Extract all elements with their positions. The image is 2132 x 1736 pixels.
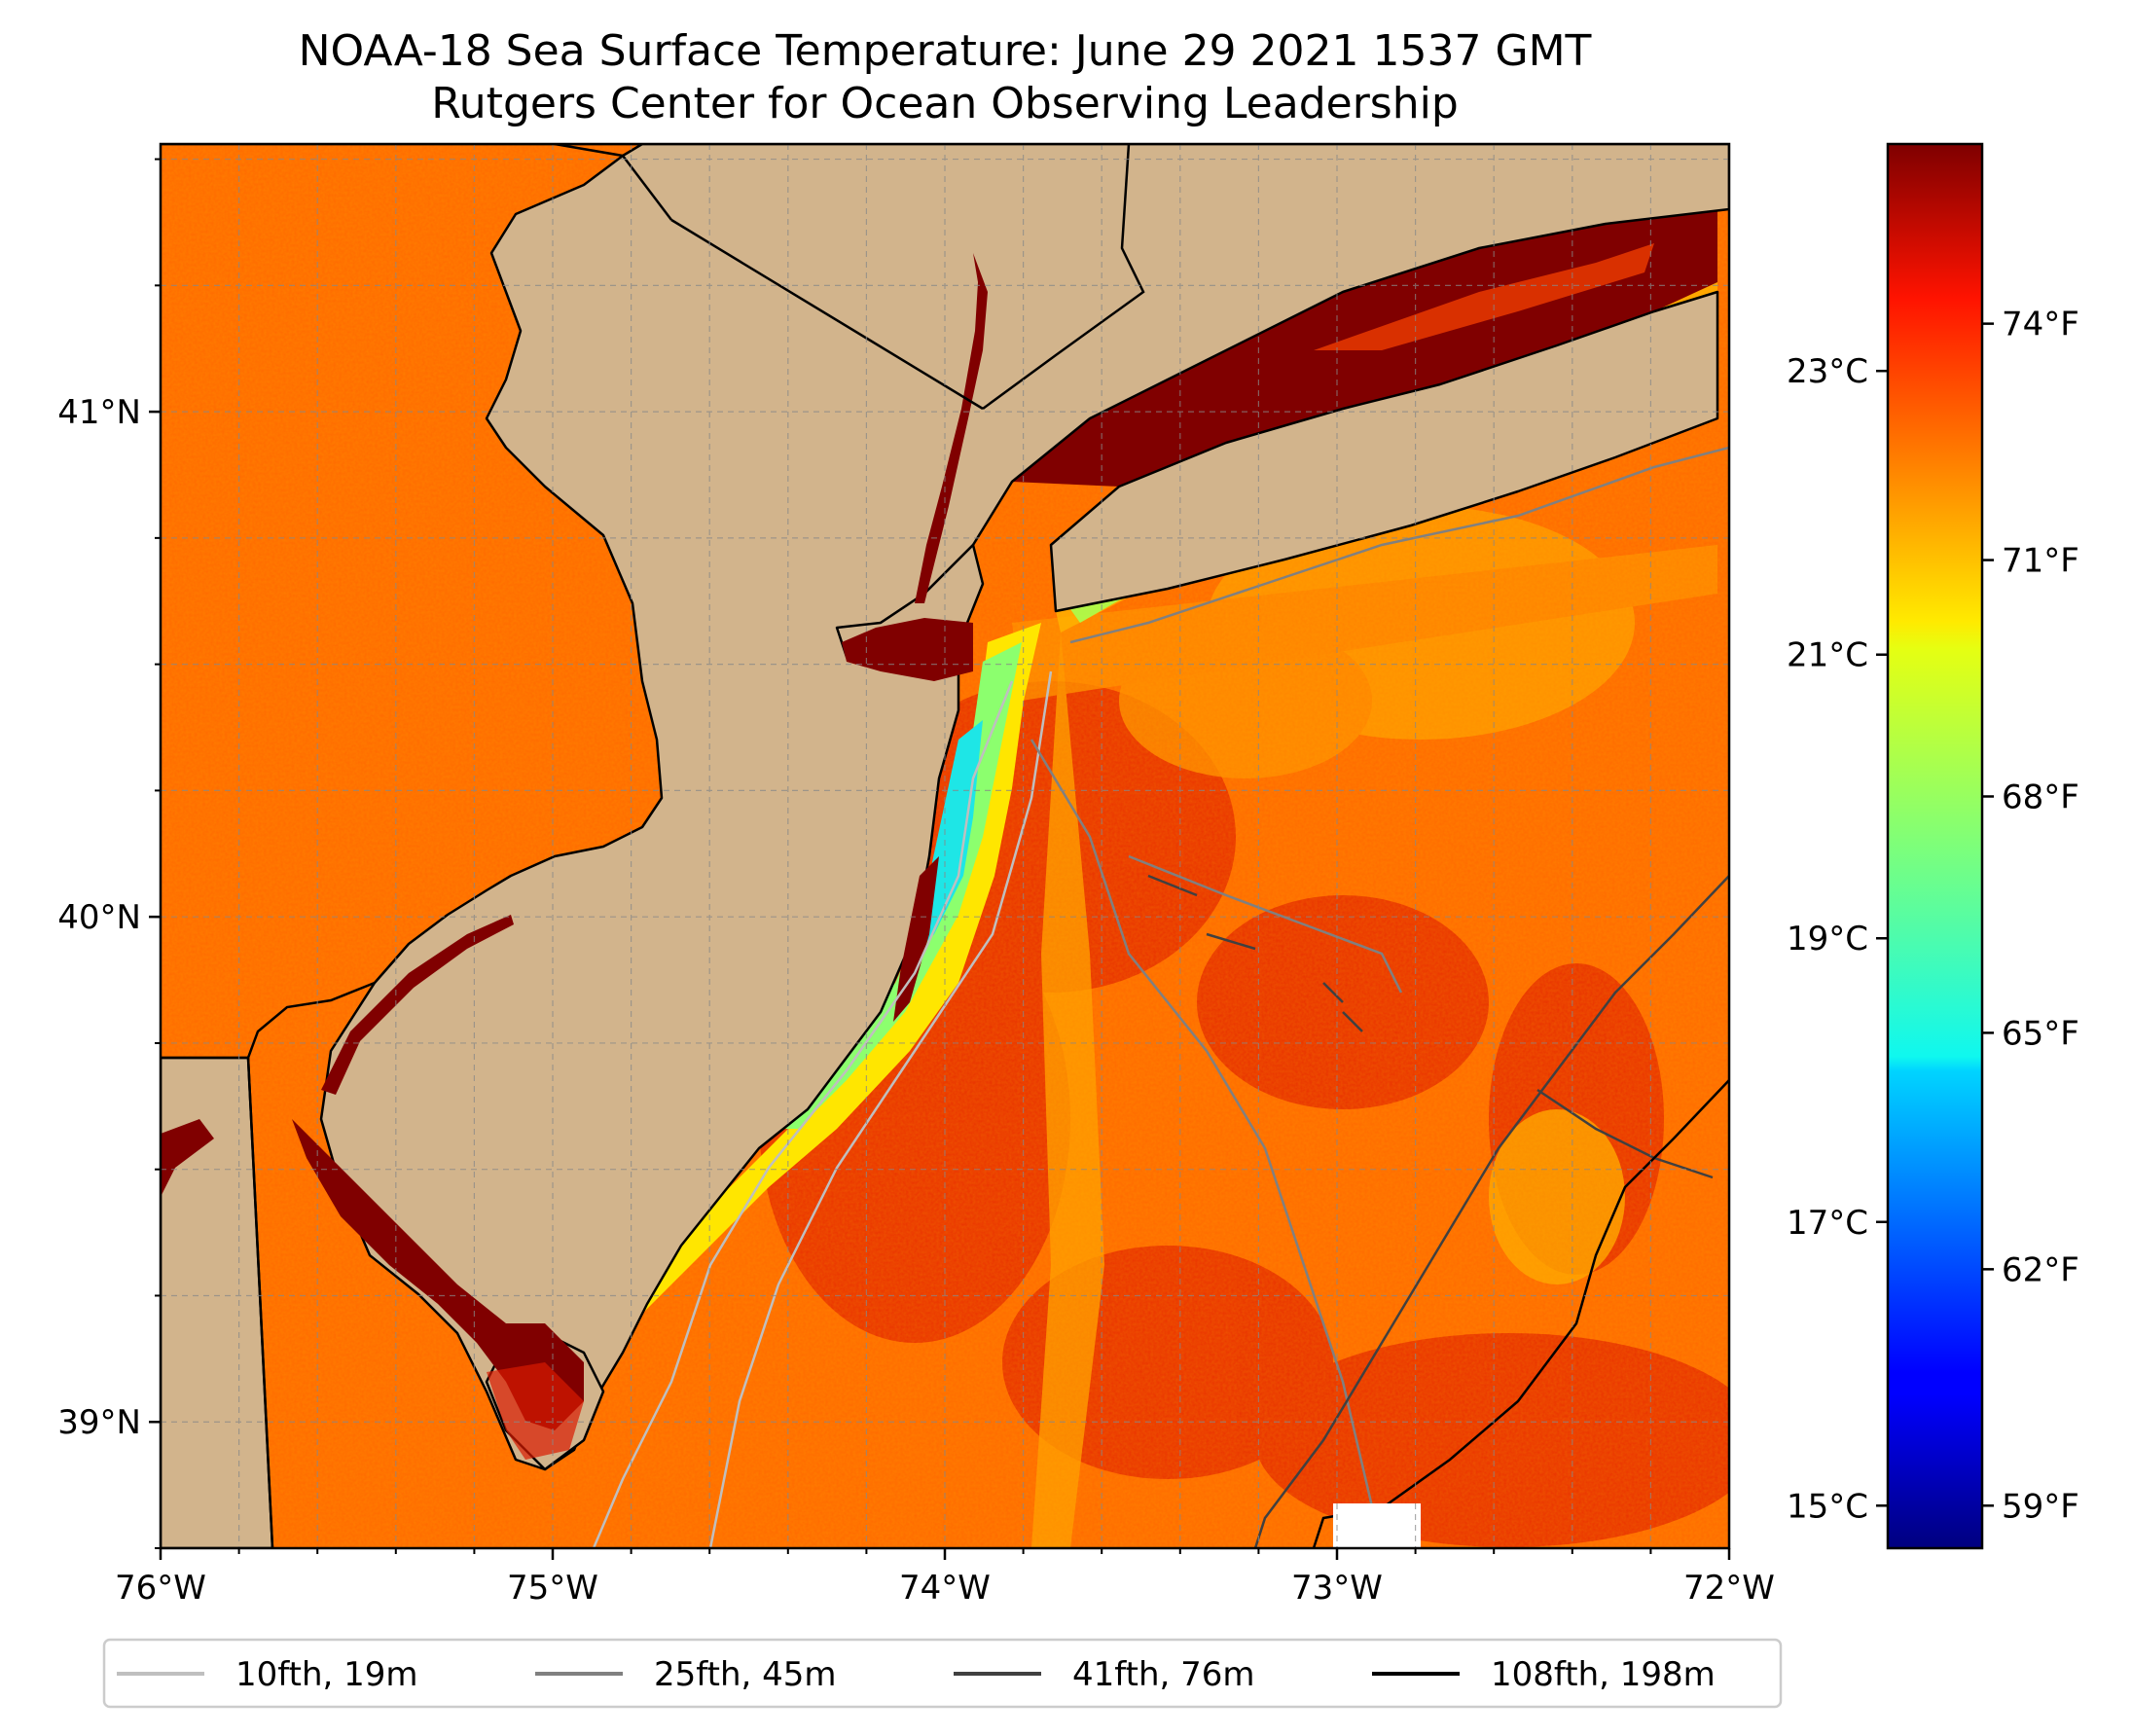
x-tick-label: 76°W: [115, 1569, 206, 1608]
colorbar-f-label: 65°F: [2002, 1014, 2079, 1053]
isobath-76m-b: [1253, 875, 1729, 1548]
x-axis: 76°W 75°W 74°W 73°W 72°W: [115, 1548, 1775, 1608]
colorbar-f-label: 59°F: [2002, 1487, 2079, 1526]
map-panel: [161, 144, 1729, 1548]
legend-label: 10fth, 19m: [235, 1655, 418, 1694]
isobath-76m: [1147, 874, 1363, 1032]
colorbar-f-label: 74°F: [2002, 306, 2079, 344]
y-tick-label: 41°N: [57, 393, 141, 432]
y-axis: 41°N 40°N 39°N: [57, 158, 161, 1549]
y-tick-label: 39°N: [57, 1403, 141, 1442]
isobath-19m-b: [708, 670, 1053, 1548]
delaware-river: [321, 915, 514, 1095]
legend-label: 108fth, 198m: [1491, 1655, 1716, 1694]
colorbar: [1886, 142, 1984, 1550]
isobath-45m-c: [1128, 854, 1403, 994]
isobath-45m-b: [1030, 739, 1384, 1548]
legend-box: [102, 1638, 1783, 1709]
gridlines: [161, 144, 1729, 1548]
isobath-76m-c: [1536, 1088, 1714, 1179]
isobath-19m: [592, 680, 1014, 1548]
lis-warm-streak: [1314, 243, 1654, 350]
x-tick-label: 74°W: [899, 1569, 991, 1608]
delaware-bay-mouth: [487, 1362, 584, 1460]
chart-subtitle: Rutgers Center for Ocean Observing Leade…: [431, 79, 1459, 128]
y-tick-label: 40°N: [57, 898, 141, 937]
ny-harbor: [842, 618, 973, 681]
isobath-45m: [1069, 446, 1729, 644]
colorbar-f-label: 71°F: [2002, 542, 2079, 581]
colorbar-c-label: 17°C: [1787, 1204, 1868, 1243]
x-tick-label: 75°W: [507, 1569, 598, 1608]
colorbar-c-label: 15°C: [1787, 1487, 1868, 1526]
delaware-bay: [292, 1119, 584, 1430]
no-data-patch: [1333, 1503, 1421, 1548]
barnegat-bay: [893, 856, 939, 1022]
isobaths: [592, 446, 1729, 1548]
colorbar-c-label: 21°C: [1787, 636, 1868, 675]
hudson-river: [915, 253, 988, 603]
colorbar-celsius-axis: 23°C 21°C 19°C 17°C 15°C: [1787, 352, 1888, 1526]
colorbar-f-label: 68°F: [2002, 778, 2079, 816]
colorbar-fahrenheit-axis: 74°F 71°F 68°F 65°F 62°F 59°F: [1982, 306, 2079, 1526]
colorbar-c-label: 19°C: [1787, 920, 1868, 958]
colorbar-f-label: 62°F: [2002, 1250, 2079, 1289]
colorbar-c-label: 23°C: [1787, 352, 1868, 391]
legend-label: 41fth, 76m: [1072, 1655, 1255, 1694]
coastal-band-green: [778, 642, 1022, 1129]
x-tick-label: 72°W: [1683, 1569, 1775, 1608]
legend: 10fth, 19m 25fth, 45m 41fth, 76m 108fth, 19…: [117, 1655, 1716, 1694]
x-tick-label: 73°W: [1291, 1569, 1383, 1608]
state-borders: [161, 144, 1145, 1548]
left-edge-water: [161, 1119, 214, 1197]
chart-title: NOAA-18 Sea Surface Temperature: June 29…: [298, 26, 1592, 76]
legend-label: 25fth, 45m: [654, 1655, 837, 1694]
